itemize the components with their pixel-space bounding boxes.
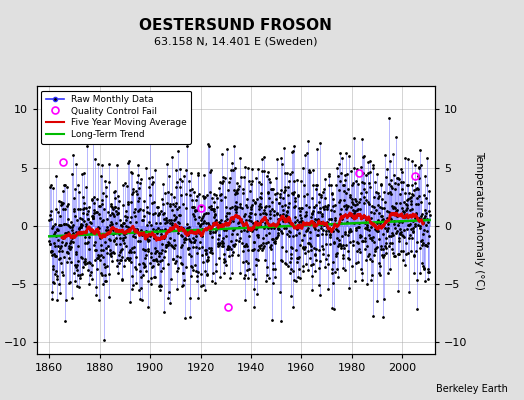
Legend: Raw Monthly Data, Quality Control Fail, Five Year Moving Average, Long-Term Tren: Raw Monthly Data, Quality Control Fail, … [41,90,191,144]
Text: Berkeley Earth: Berkeley Earth [436,384,508,394]
Text: OESTERSUND FROSON: OESTERSUND FROSON [139,18,332,34]
Y-axis label: Temperature Anomaly (°C): Temperature Anomaly (°C) [474,150,484,290]
Text: 63.158 N, 14.401 E (Sweden): 63.158 N, 14.401 E (Sweden) [154,37,318,47]
